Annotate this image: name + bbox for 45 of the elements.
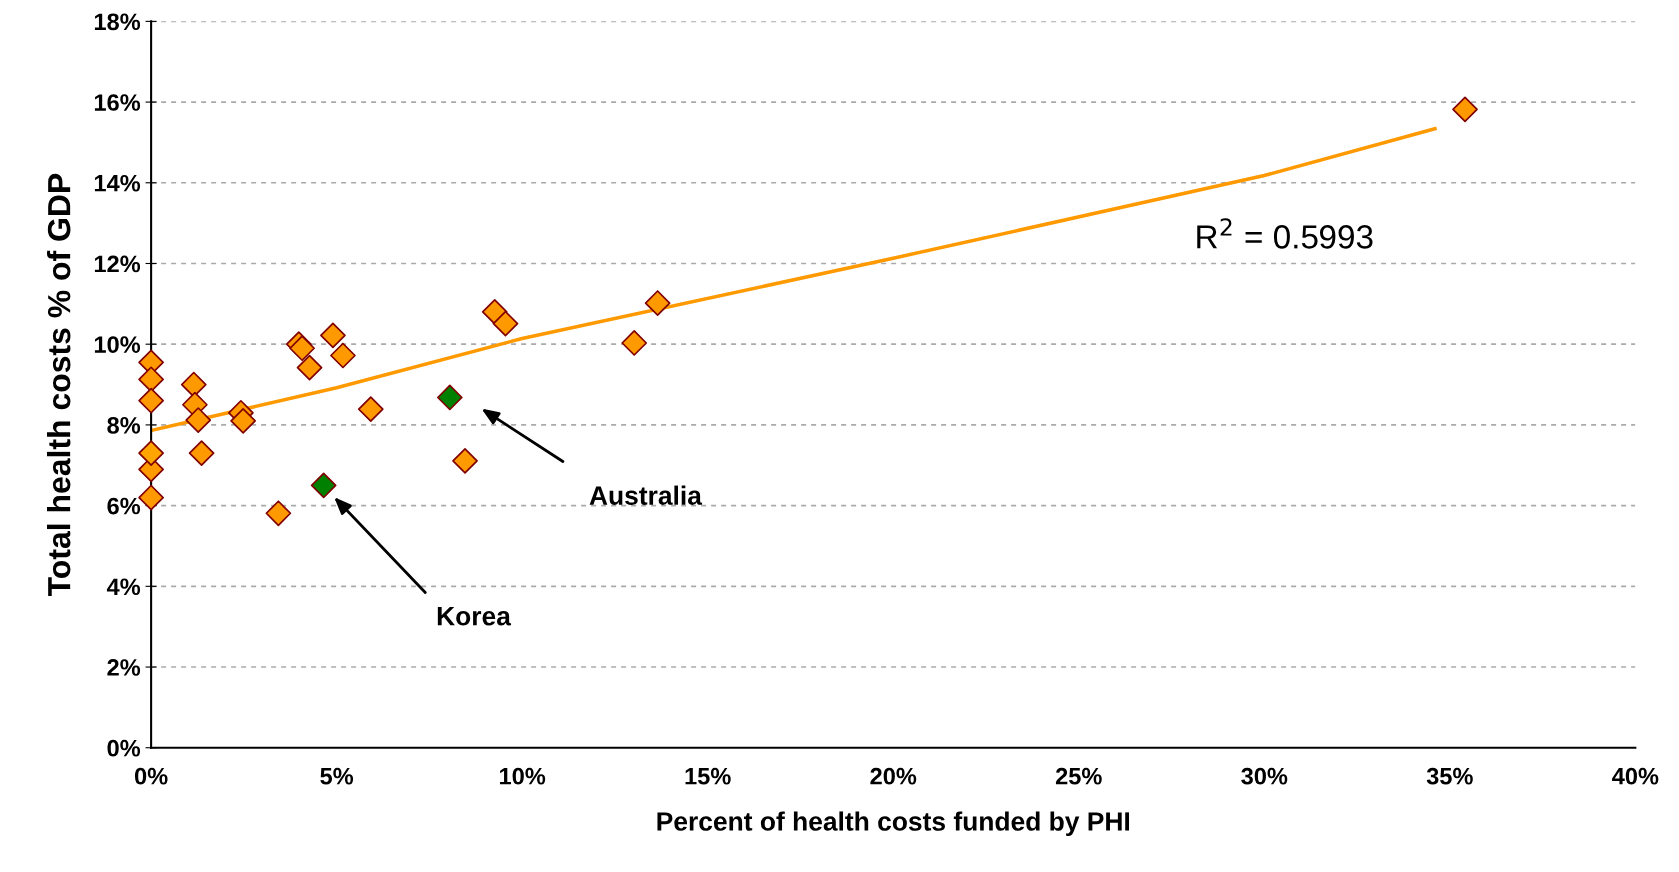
y-tick-label: 14% xyxy=(94,174,141,192)
x-tick-label: 15% xyxy=(685,767,731,785)
x-tick-label: 5% xyxy=(320,767,354,785)
x-tick-label: 10% xyxy=(500,767,546,785)
point xyxy=(492,310,519,337)
point xyxy=(138,387,164,414)
y-tick-label: 8% xyxy=(107,416,141,434)
y-tick-label: 16% xyxy=(94,94,141,111)
y-axis-title: Total health costs % of GDP xyxy=(46,173,71,596)
x-tick-label: 0% xyxy=(134,767,168,785)
y-tick-label: 0% xyxy=(107,739,141,757)
annotation: R$^{2}$ = 0.5993 xyxy=(1197,218,1373,249)
point xyxy=(138,484,164,511)
point xyxy=(138,440,164,467)
line-series xyxy=(151,126,1437,433)
x-tick-label: 35% xyxy=(1426,767,1473,785)
x-tick-label: 20% xyxy=(870,767,917,785)
point xyxy=(188,440,215,467)
point xyxy=(357,396,384,423)
point xyxy=(185,407,212,433)
point xyxy=(452,447,478,474)
y-tick-label: 10% xyxy=(94,336,141,353)
point xyxy=(621,330,648,356)
point xyxy=(265,500,292,527)
point xyxy=(180,371,207,398)
point xyxy=(296,354,323,381)
point xyxy=(310,472,337,499)
x-tick-label: 30% xyxy=(1241,767,1288,785)
point xyxy=(230,408,256,434)
point xyxy=(138,366,164,393)
point xyxy=(330,342,356,369)
y-tick-label: 2% xyxy=(107,659,141,676)
point xyxy=(644,290,671,316)
y-tick-label: 18% xyxy=(94,13,141,31)
point xyxy=(1452,96,1478,123)
y-tick-label: 12% xyxy=(94,255,141,273)
x-tick-label: 25% xyxy=(1055,767,1102,785)
x-axis-title: Percent of health costs funded by PHI xyxy=(657,811,1130,837)
y-tick-label: 4% xyxy=(106,578,141,596)
annotation: Korea xyxy=(437,607,512,626)
point xyxy=(436,384,463,411)
annotation: Australia xyxy=(589,485,703,505)
point xyxy=(320,322,346,349)
y-tick-label: 6% xyxy=(107,497,141,515)
x-tick-label: 40% xyxy=(1612,767,1659,785)
